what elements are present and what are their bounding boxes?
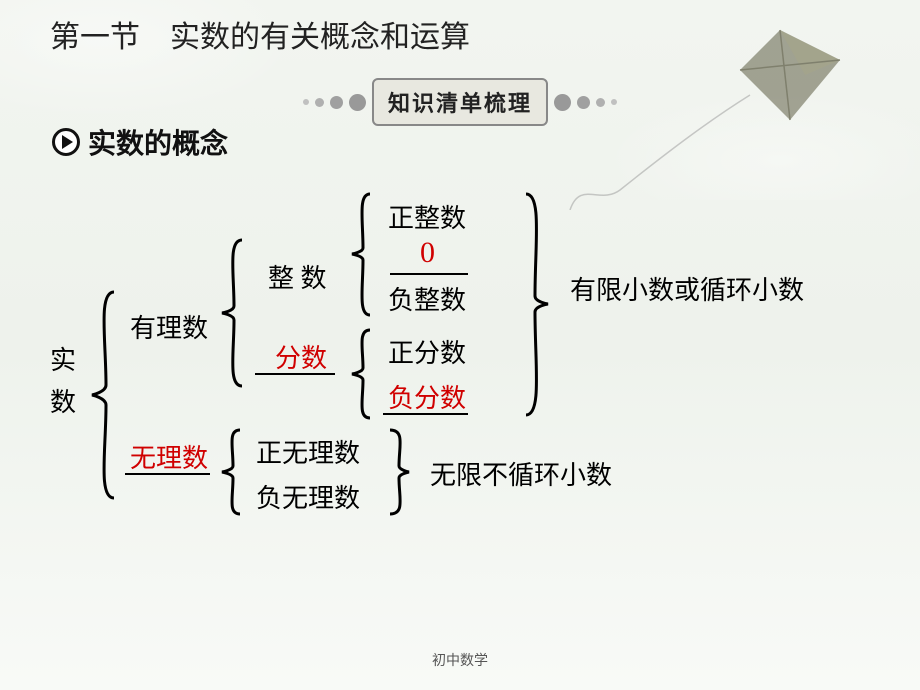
- underline: [390, 273, 468, 275]
- footer-label: 初中数学: [432, 650, 488, 670]
- node-negint: 负整数: [388, 280, 466, 317]
- dot-icon: [303, 99, 309, 105]
- page-title: 第一节 实数的有关概念和运算: [50, 12, 470, 56]
- dot-icon: [315, 98, 324, 107]
- node-fraction: 分数: [275, 338, 327, 375]
- dot-icon: [577, 96, 590, 109]
- dot-icon: [554, 94, 571, 111]
- dot-icon: [611, 99, 617, 105]
- section-heading-label: 实数的概念: [88, 122, 228, 162]
- brace-icon: [385, 428, 411, 516]
- node-infinite: 无限不循环小数: [430, 455, 612, 492]
- underline: [255, 373, 335, 375]
- play-bullet-icon: [52, 128, 80, 156]
- node-negfrac: 负分数: [388, 378, 466, 415]
- node-root: 实数: [50, 340, 76, 423]
- hierarchy-diagram: 实数 有理数 无理数 整 数 分数 正整数 0 负整数 正分数 负分数 正无理数…: [50, 180, 900, 510]
- dot-icon: [596, 98, 605, 107]
- underline: [383, 413, 468, 415]
- brace-icon: [350, 328, 374, 420]
- node-irrational: 无理数: [130, 438, 208, 475]
- brace-icon: [350, 192, 374, 317]
- brace-icon: [520, 192, 550, 417]
- node-posint: 正整数: [388, 198, 466, 235]
- node-finite: 有限小数或循环小数: [570, 270, 804, 307]
- banner-label: 知识清单梳理: [372, 78, 548, 126]
- node-zero: 0: [420, 236, 435, 270]
- node-negirr: 负无理数: [256, 478, 360, 515]
- dot-icon: [349, 94, 366, 111]
- underline: [125, 473, 210, 475]
- node-integer: 整 数: [268, 258, 327, 295]
- node-rational: 有理数: [130, 308, 208, 345]
- brace-icon: [220, 428, 244, 516]
- section-heading: 实数的概念: [52, 122, 228, 162]
- node-posfrac: 正分数: [388, 333, 466, 370]
- node-posirr: 正无理数: [256, 433, 360, 470]
- brace-icon: [220, 238, 246, 388]
- brace-icon: [90, 290, 120, 500]
- section-banner: 知识清单梳理: [303, 78, 617, 126]
- dot-icon: [330, 96, 343, 109]
